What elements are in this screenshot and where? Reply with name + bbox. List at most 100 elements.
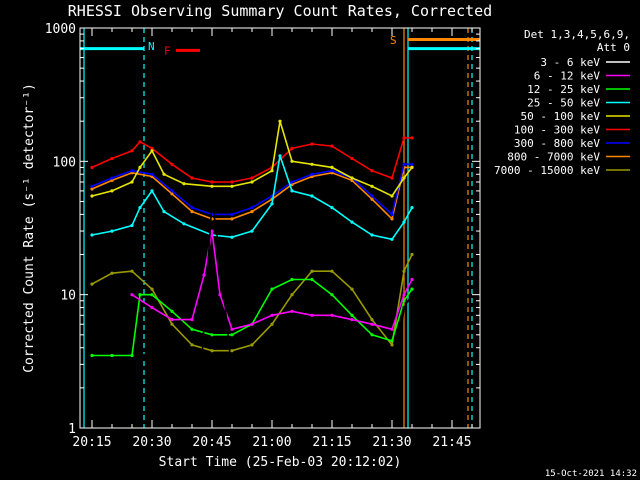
data-point bbox=[130, 149, 134, 153]
series-group bbox=[90, 154, 414, 241]
data-point bbox=[170, 309, 174, 313]
data-point bbox=[278, 119, 282, 123]
x-tick-label: 21:45 bbox=[432, 435, 471, 450]
data-point bbox=[310, 277, 314, 282]
data-point bbox=[210, 229, 214, 233]
data-point bbox=[110, 176, 114, 180]
data-point bbox=[170, 322, 174, 326]
data-point bbox=[290, 277, 294, 282]
data-point bbox=[390, 194, 394, 198]
data-point bbox=[110, 353, 114, 358]
data-point bbox=[390, 212, 394, 216]
x-tick-label: 20:45 bbox=[192, 435, 231, 450]
data-point bbox=[402, 306, 406, 310]
data-point bbox=[350, 313, 354, 317]
data-point bbox=[90, 184, 94, 188]
data-point bbox=[162, 210, 166, 214]
data-point bbox=[130, 353, 134, 358]
data-point bbox=[410, 293, 414, 297]
data-point bbox=[182, 182, 186, 186]
data-point bbox=[310, 269, 314, 273]
data-point bbox=[310, 313, 314, 317]
data-point bbox=[310, 174, 314, 179]
data-point bbox=[230, 349, 234, 353]
data-point bbox=[190, 318, 194, 322]
data-point bbox=[402, 269, 406, 273]
data-point bbox=[230, 373, 234, 377]
data-point bbox=[370, 184, 374, 188]
data-point bbox=[270, 313, 274, 317]
legend-entry-label: 7000 - 15000 keV bbox=[494, 164, 600, 177]
series-group bbox=[90, 165, 414, 221]
data-point bbox=[190, 210, 194, 214]
data-point bbox=[270, 362, 274, 366]
data-point bbox=[390, 176, 394, 180]
data-point bbox=[230, 212, 234, 216]
axes-layer: 20:15 20:30 20:45 21:00 21:15 21:30 21:45 1 10 10… bbox=[45, 22, 480, 450]
data-point bbox=[330, 313, 334, 317]
data-point bbox=[90, 187, 94, 191]
data-point bbox=[410, 206, 414, 210]
data-point bbox=[210, 199, 214, 204]
data-point bbox=[130, 180, 134, 184]
data-point bbox=[102, 362, 106, 366]
data-point bbox=[370, 333, 374, 337]
data-point bbox=[210, 333, 214, 337]
data-point bbox=[310, 194, 314, 198]
data-point bbox=[90, 353, 94, 358]
data-point bbox=[250, 206, 254, 210]
legend-entry-label: 12 - 25 keV bbox=[527, 83, 600, 96]
data-point bbox=[230, 184, 234, 188]
data-point bbox=[190, 176, 194, 180]
data-point bbox=[402, 176, 406, 180]
data-point bbox=[190, 343, 194, 347]
y-tick-label: 1000 bbox=[45, 22, 76, 37]
data-point bbox=[350, 176, 354, 180]
data-point bbox=[370, 233, 374, 237]
data-point bbox=[90, 194, 94, 198]
data-point bbox=[410, 162, 414, 166]
series-line bbox=[91, 155, 413, 241]
data-point bbox=[290, 182, 294, 187]
data-point bbox=[310, 353, 314, 358]
data-point bbox=[290, 309, 294, 313]
data-point bbox=[250, 229, 254, 233]
data-point bbox=[150, 306, 154, 310]
data-point bbox=[90, 282, 94, 286]
data-point bbox=[386, 411, 390, 415]
data-point bbox=[150, 149, 154, 153]
data-point bbox=[230, 327, 234, 331]
data-point bbox=[230, 333, 234, 337]
data-point bbox=[310, 172, 314, 176]
data-point bbox=[170, 318, 174, 322]
data-point bbox=[130, 293, 134, 297]
timestamp: 15-Oct-2021 14:32 bbox=[545, 469, 637, 479]
flare-label: F bbox=[164, 44, 171, 57]
data-point bbox=[138, 206, 142, 210]
data-point bbox=[390, 339, 394, 343]
plot-lines bbox=[83, 28, 473, 428]
annotation-layer: N F S bbox=[80, 34, 480, 57]
series-line bbox=[131, 230, 413, 331]
data-point bbox=[330, 206, 334, 210]
saa-label: S bbox=[390, 34, 397, 47]
series-line bbox=[91, 120, 413, 198]
x-tick-label: 20:15 bbox=[72, 435, 111, 450]
data-point bbox=[410, 252, 414, 257]
data-point bbox=[162, 172, 166, 176]
data-point bbox=[182, 222, 186, 226]
data-point bbox=[290, 189, 294, 193]
data-point bbox=[230, 180, 234, 184]
legend-header: Att 0 bbox=[597, 41, 630, 54]
legend-entry-label: 3 - 6 keV bbox=[540, 56, 600, 69]
data-point bbox=[350, 220, 354, 224]
data-point bbox=[402, 299, 406, 303]
data-point bbox=[138, 293, 142, 297]
data-point bbox=[90, 233, 94, 237]
data-point bbox=[350, 373, 354, 377]
data-point bbox=[250, 210, 254, 214]
series-group bbox=[90, 136, 414, 184]
data-point bbox=[270, 169, 274, 173]
data-point bbox=[394, 373, 398, 377]
